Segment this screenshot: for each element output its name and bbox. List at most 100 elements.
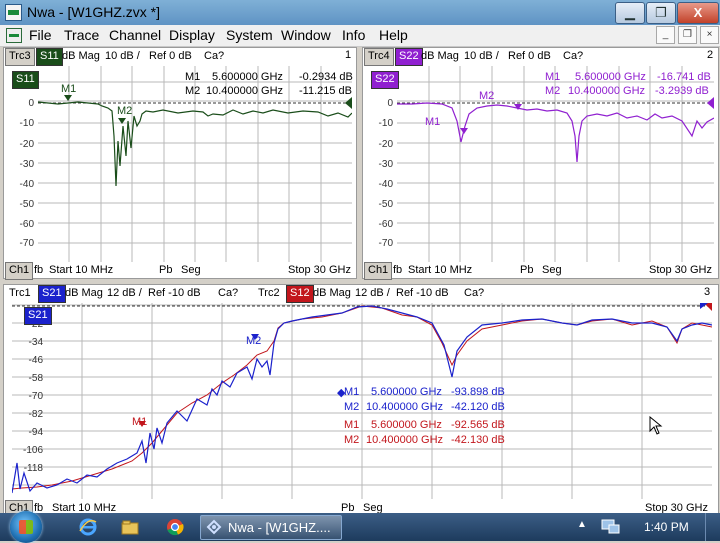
y-tick-label: -58 (28, 373, 43, 384)
system-clock[interactable]: 1:40 PM (644, 520, 689, 534)
trace-chip-s11[interactable]: S11 (12, 71, 39, 89)
mdi-minimize-button[interactable]: _ (656, 26, 675, 44)
channel-label[interactable]: Ch1 (364, 262, 393, 280)
m2-name: M2 (545, 85, 561, 97)
ref-label[interactable]: Ref 0 dB (149, 50, 192, 62)
marker-m1-icon (138, 421, 146, 427)
grid-lines (397, 66, 714, 262)
mouse-pointer-icon (649, 416, 663, 435)
pb-label: Pb (341, 502, 355, 514)
fb-label: fb (393, 264, 403, 276)
format-label-2[interactable]: dB Mag (313, 287, 351, 299)
m1-name: M1 (185, 71, 201, 83)
grid-lines (38, 66, 352, 262)
diagram-3-s21-s12[interactable]: Trc1 S21 dB Mag 12 dB / Ref -10 dB Ca? T… (3, 284, 719, 518)
s22-plot-area[interactable] (397, 66, 714, 262)
mdi-close-button[interactable]: × (700, 26, 719, 44)
scale-label[interactable]: 10 dB / (105, 50, 140, 62)
start-freq[interactable]: Start 10 MHz (52, 502, 117, 514)
format-label[interactable]: dB Mag (421, 50, 459, 62)
m2-value: -3.2939 dB (655, 85, 709, 97)
y-tick-label: -118 (23, 463, 43, 474)
start-button[interactable] (10, 511, 42, 543)
y-tick-label: -82 (28, 409, 43, 420)
show-desktop-button[interactable] (705, 513, 720, 541)
maximize-button[interactable]: ❐ (646, 2, 676, 24)
m2-value: -11.215 dB (299, 85, 353, 97)
sparam-label-s12[interactable]: S12 (286, 285, 314, 303)
menu-channel[interactable]: Channel (109, 27, 162, 43)
menu-file[interactable]: File (29, 27, 52, 43)
y-tick-label: -46 (28, 355, 43, 366)
mdi-restore-button[interactable]: ❐ (678, 26, 697, 44)
trc2-m2-freq: 10.400000 GHz (366, 434, 444, 446)
diagram-number: 1 (345, 49, 352, 61)
format-label[interactable]: dB Mag (62, 50, 100, 62)
stop-freq[interactable]: Stop 30 GHz (645, 502, 708, 514)
menu-window[interactable]: Window (281, 27, 331, 43)
stop-freq[interactable]: Stop 30 GHz (288, 264, 351, 276)
y-tick-label: -70 (28, 391, 43, 402)
m1-value: -16.741 dB (657, 71, 711, 83)
ref-label[interactable]: Ref 0 dB (508, 50, 551, 62)
nwa-app-icon (206, 519, 222, 535)
format-label-1[interactable]: dB Mag (65, 287, 103, 299)
s11-plot-area[interactable] (38, 66, 352, 262)
y-tick-label: -34 (28, 337, 43, 348)
trace-label-trc1[interactable]: Trc1 (9, 287, 31, 299)
window-titlebar[interactable]: Nwa - [W1GHZ.zvx *] ▁ ❐ X (0, 0, 720, 25)
ref-label-1[interactable]: Ref -10 dB (148, 287, 201, 299)
trace-header-3: Trc1 S21 dB Mag 12 dB / Ref -10 dB Ca? T… (4, 285, 718, 303)
m1-marker-label: M1 (61, 83, 77, 95)
close-button[interactable]: X (677, 2, 719, 24)
diagram-1-s11[interactable]: Trc3 S11 dB Mag 10 dB / Ref 0 dB Ca? 1 0… (3, 47, 357, 280)
sparam-label-s22[interactable]: S22 (395, 48, 423, 66)
internet-explorer-icon[interactable] (78, 517, 98, 537)
y-tick-label: 0 (28, 98, 34, 109)
document-icon[interactable] (6, 28, 22, 43)
trc2-m1-value: -92.565 dB (451, 419, 505, 431)
menu-help[interactable]: Help (379, 27, 408, 43)
sparam-label-s11[interactable]: S11 (36, 48, 63, 66)
menu-trace[interactable]: Trace (64, 27, 100, 43)
seg-label: Seg (542, 264, 562, 276)
marker-m2-icon (251, 334, 259, 340)
trace-chip-s21[interactable]: S21 (24, 307, 52, 325)
sparam-label-s21[interactable]: S21 (38, 285, 66, 303)
taskbar-task-nwa[interactable]: Nwa - [W1GHZ.... (200, 515, 342, 540)
diagram-2-s22[interactable]: Trc4 S22 dB Mag 10 dB / Ref 0 dB Ca? 2 0… (362, 47, 719, 280)
scale-label-1[interactable]: 12 dB / (107, 287, 142, 299)
scale-label[interactable]: 10 dB / (464, 50, 499, 62)
trace-label-trc2[interactable]: Trc2 (258, 287, 280, 299)
minimize-button[interactable]: ▁ (615, 2, 645, 24)
chrome-icon[interactable] (165, 517, 185, 537)
seg-label: Seg (363, 502, 383, 514)
stop-freq[interactable]: Stop 30 GHz (649, 264, 712, 276)
y-tick-label: -10 (378, 118, 393, 129)
scale-label-2[interactable]: 12 dB / (355, 287, 390, 299)
s21-s12-plot-area[interactable] (12, 303, 712, 499)
grid-lines (12, 303, 712, 499)
y-tick-label: -50 (378, 199, 393, 210)
start-freq[interactable]: Start 10 MHz (408, 264, 473, 276)
menu-system[interactable]: System (226, 27, 273, 43)
app-icon (5, 4, 22, 21)
menu-info[interactable]: Info (342, 27, 366, 43)
window-title: Nwa - [W1GHZ.zvx *] (27, 4, 161, 20)
start-freq[interactable]: Start 10 MHz (49, 264, 114, 276)
show-hidden-icons-icon[interactable]: ▲ (577, 519, 587, 530)
y-tick-label: -106 (22, 445, 43, 456)
cal-label-1: Ca? (218, 287, 239, 299)
file-explorer-icon[interactable] (120, 517, 140, 537)
menu-display[interactable]: Display (169, 27, 215, 43)
ref-label-2[interactable]: Ref -10 dB (396, 287, 449, 299)
channel-footer-3: Ch1 fb Start 10 MHz Pb Seg Stop 30 GHz (4, 500, 718, 518)
trace-label-trc3[interactable]: Trc3 (5, 48, 35, 66)
m2-freq: 10.400000 GHz (568, 85, 646, 97)
trc1-m2-freq: 10.400000 GHz (366, 401, 444, 413)
channel-label[interactable]: Ch1 (5, 262, 34, 280)
network-icon[interactable] (601, 518, 621, 536)
trace-chip-s22[interactable]: S22 (371, 71, 399, 89)
trace-label-trc4[interactable]: Trc4 (364, 48, 394, 66)
trc1-m2-name: M2 (344, 401, 360, 413)
